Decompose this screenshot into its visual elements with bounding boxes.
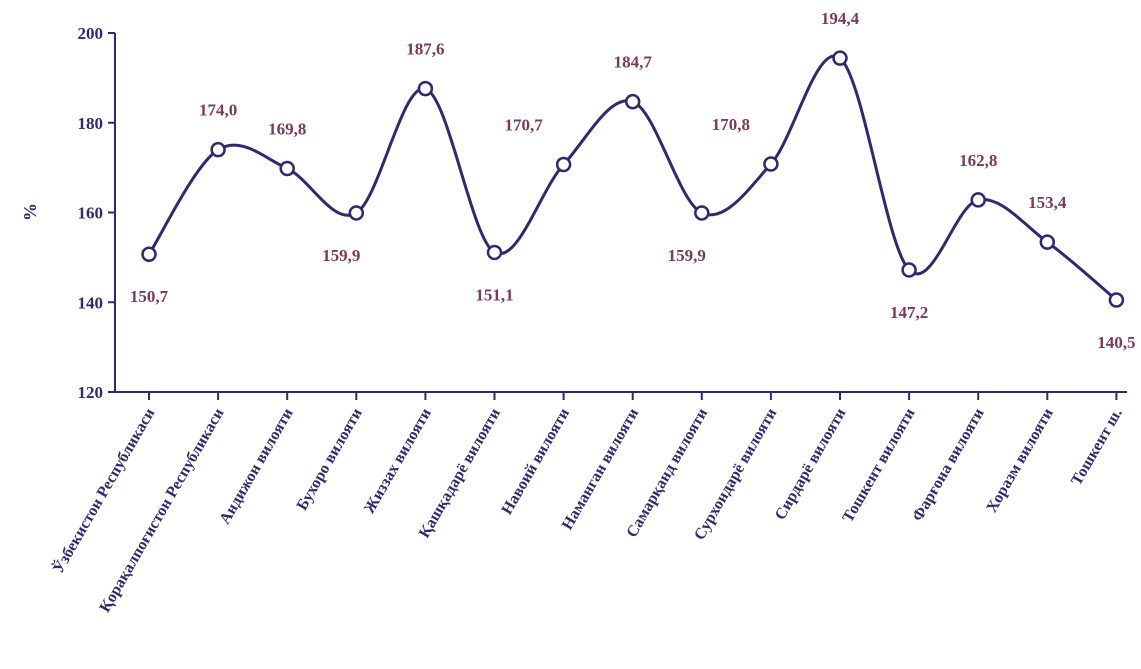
x-tick-label: Сурхондарё вилояти: [691, 406, 780, 544]
data-point: [901, 262, 917, 278]
x-tick-label: Қорақалпоғистон Республикаси: [97, 406, 228, 616]
data-label: 170,7: [504, 115, 543, 134]
y-axis-label: %: [20, 203, 40, 221]
x-tick-label: Андижон вилояти: [217, 406, 297, 528]
data-point: [348, 205, 365, 221]
series-line: [147, 54, 1118, 302]
x-tick-label: Бухоро вилояти: [294, 406, 366, 514]
data-label: 169,8: [268, 120, 306, 139]
data-label: 184,7: [614, 53, 653, 72]
x-tick-label: Фарғона вилояти: [909, 406, 987, 525]
data-label: 150,7: [130, 287, 169, 306]
data-label: 151,1: [475, 285, 513, 304]
data-label: 174,0: [199, 101, 237, 120]
y-ticks: 120 140 160 180 200: [78, 24, 115, 402]
x-tick-label: Навоий вилояти: [498, 406, 573, 518]
data-point: [970, 192, 986, 208]
axes: [114, 33, 1127, 393]
data-point: [417, 80, 434, 97]
data-point: [832, 50, 848, 66]
x-tick-label: Наманган вилояти: [559, 406, 642, 533]
y-tick-label: 160: [78, 204, 104, 223]
data-point: [1039, 234, 1056, 250]
x-tick-label: Тошкент ш.: [1068, 406, 1126, 489]
x-tick-label: Қашқадарё вилояти: [416, 406, 504, 542]
y-tick-label: 200: [78, 24, 104, 43]
data-point: [486, 244, 503, 261]
data-label: 162,8: [959, 151, 997, 170]
data-point: [624, 93, 641, 110]
data-label: 159,9: [322, 246, 360, 265]
x-tick-label: Самарқанд вилояти: [624, 406, 712, 541]
data-label: 140,5: [1097, 333, 1135, 352]
data-point: [555, 156, 572, 173]
data-point: [210, 141, 226, 158]
data-point: [141, 246, 157, 262]
x-tick-label: Жиззах вилояти: [361, 406, 435, 517]
data-label: 153,4: [1028, 193, 1067, 212]
data-point: [1108, 292, 1125, 308]
data-label: 147,2: [890, 303, 928, 322]
data-point: [694, 205, 710, 221]
markers: [141, 50, 1125, 308]
data-point: [279, 160, 295, 177]
data-label: 159,9: [668, 246, 706, 265]
data-labels: 150,7 174,0 169,8 159,9 187,6 151,1 170,7 184,7…: [130, 9, 1136, 352]
data-label: 194,4: [821, 9, 860, 28]
data-label: 187,6: [406, 40, 444, 59]
x-tick-label: Тошкент вилояти: [839, 406, 918, 526]
data-label: 170,8: [712, 115, 750, 134]
y-tick-label: 180: [78, 114, 104, 133]
x-tick-label: Хоразм вилояти: [983, 406, 1056, 516]
x-tick-label: Сирдарё вилояти: [772, 406, 850, 523]
data-point: [763, 156, 779, 172]
y-tick-label: 120: [78, 383, 104, 402]
y-tick-label: 140: [78, 293, 104, 312]
